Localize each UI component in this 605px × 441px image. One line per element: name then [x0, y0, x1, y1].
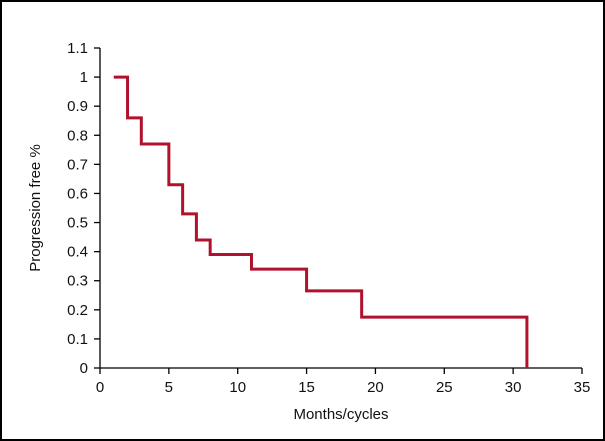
y-tick-label: 1.1: [67, 40, 88, 57]
y-ticks: 0 0.1 0.2 0.3 0.4 0.5 0.6 0.7 0.8 0.9 1 1.1: [67, 40, 100, 377]
x-ticks: 0 5 10 15 20 25 30 35: [96, 368, 591, 396]
x-tick-label: 20: [367, 379, 384, 396]
x-tick-label: 0: [96, 379, 104, 396]
x-tick-label: 25: [436, 379, 453, 396]
y-tick-label: 0.6: [67, 185, 88, 202]
y-tick-label: 0.2: [67, 302, 88, 319]
x-tick-label: 15: [298, 379, 315, 396]
y-axis-title: Progression free %: [27, 144, 44, 272]
series-layer: [113, 75, 529, 368]
survival-step-line: [113, 75, 529, 368]
y-tick-label: 0.1: [67, 331, 88, 348]
y-tick-label: 0.5: [67, 215, 88, 232]
x-axis-title: Months/cycles: [293, 406, 388, 423]
y-tick-label: 0.3: [67, 273, 88, 290]
x-tick-label: 30: [505, 379, 522, 396]
y-tick-label: 0.7: [67, 156, 88, 173]
y-tick-label: 0: [80, 360, 88, 377]
axes: [99, 48, 582, 369]
y-tick-label: 0.9: [67, 98, 88, 115]
y-tick-label: 0.8: [67, 127, 88, 144]
x-tick-label: 5: [165, 379, 173, 396]
x-tick-label: 10: [229, 379, 246, 396]
y-tick-label: 1: [80, 69, 88, 86]
x-tick-label: 35: [574, 379, 591, 396]
y-tick-label: 0.4: [67, 244, 88, 261]
